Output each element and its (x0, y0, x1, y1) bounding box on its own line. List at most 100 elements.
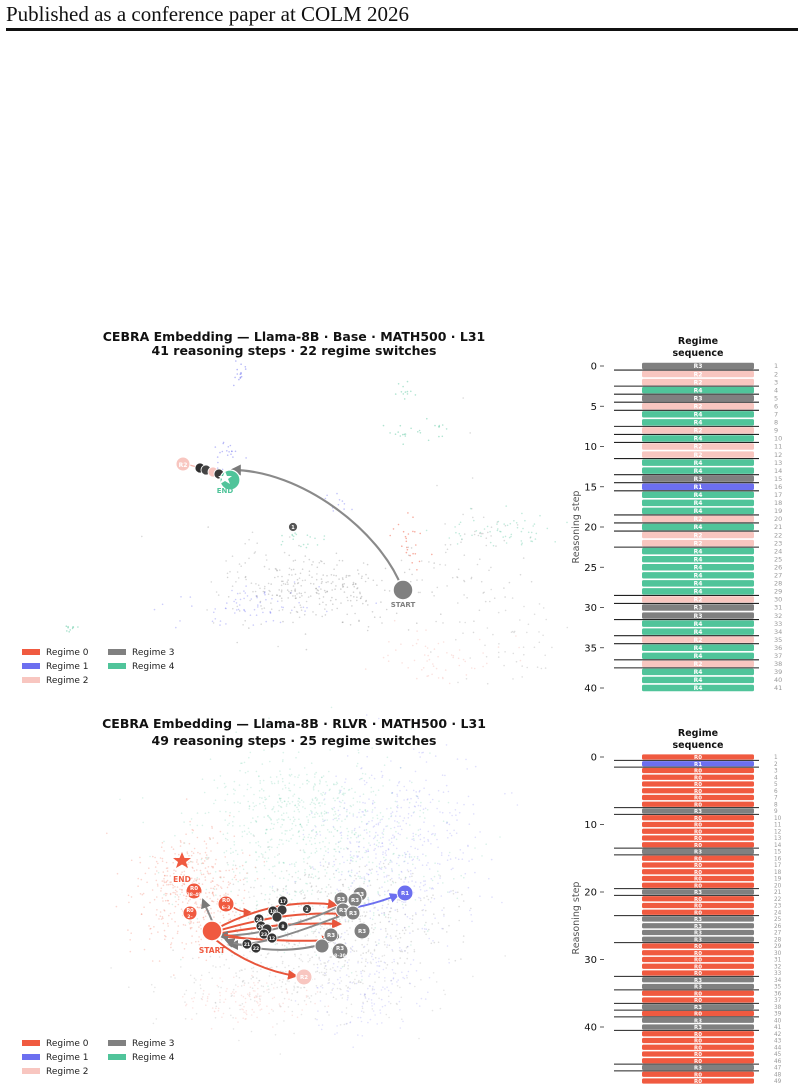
sequence-bar-label: R4 (694, 581, 703, 588)
embedding-point (264, 805, 266, 807)
embedding-point (327, 1005, 330, 1007)
embedding-point (457, 858, 460, 861)
embedding-point (413, 811, 416, 813)
embedding-point (233, 793, 235, 795)
embedding-point (353, 855, 355, 857)
embedding-point (270, 904, 273, 906)
embedding-point (160, 918, 163, 920)
embedding-point (157, 862, 159, 865)
sequence-bar (642, 923, 754, 929)
embedding-point (128, 986, 130, 988)
embedding-point (258, 997, 261, 1000)
embedding-point (324, 793, 326, 795)
embedding-point (448, 682, 451, 685)
embedding-point (272, 619, 275, 622)
embedding-point (433, 595, 435, 597)
embedding-point (429, 901, 432, 903)
embedding-point (441, 424, 444, 426)
embedding-point (442, 882, 444, 884)
sequence-bar (642, 620, 754, 627)
embedding-point (207, 856, 210, 859)
embedding-point (216, 898, 219, 900)
embedding-point (441, 435, 444, 438)
embedding-point (386, 756, 389, 759)
embedding-point (281, 823, 284, 826)
embedding-point (163, 929, 166, 932)
embedding-point (412, 930, 414, 932)
embedding-point (482, 652, 484, 654)
embedding-point (309, 747, 311, 749)
embedding-point (303, 986, 305, 989)
step-number: 9 (774, 427, 778, 435)
embedding-point (243, 1011, 245, 1013)
embedding-point (336, 829, 339, 832)
embedding-point (221, 953, 223, 955)
embedding-point (397, 431, 400, 433)
legend-label: Regime 3 (132, 1039, 175, 1049)
embedding-point (365, 828, 368, 831)
legend-swatch-regime1 (22, 1054, 40, 1060)
embedding-point (181, 888, 183, 891)
embedding-point (300, 953, 302, 956)
embedding-point (323, 854, 325, 857)
embedding-point (364, 902, 366, 904)
embedding-point (285, 988, 288, 991)
embedding-point (464, 621, 467, 624)
embedding-point (198, 926, 200, 928)
embedding-point (272, 806, 275, 808)
embedding-point (406, 390, 409, 393)
embedding-point (456, 758, 459, 760)
embedding-point (203, 918, 205, 921)
embedding-point (334, 828, 336, 830)
step-number: 43 (774, 1039, 782, 1045)
embedding-point (341, 993, 344, 996)
embedding-point (406, 380, 409, 383)
embedding-point (332, 818, 335, 821)
embedding-point (349, 947, 352, 949)
embedding-point (251, 974, 253, 977)
embedding-point (466, 768, 469, 770)
embedding-point (283, 800, 286, 803)
embedding-point (357, 751, 360, 754)
embedding-point (349, 841, 351, 843)
embedding-point (230, 890, 232, 893)
embedding-point (245, 1010, 248, 1012)
embedding-point (381, 955, 384, 957)
embedding-point (179, 893, 182, 896)
embedding-point (223, 782, 226, 785)
embedding-point (414, 805, 417, 808)
embedding-point (320, 582, 323, 585)
embedding-point (287, 978, 290, 980)
embedding-point (211, 825, 213, 828)
embedding-point (372, 914, 375, 917)
embedding-point (336, 978, 339, 981)
embedding-point (244, 861, 247, 864)
embedding-point (533, 646, 536, 649)
embedding-point (267, 846, 269, 849)
sequence-bar-label: R0 (694, 971, 702, 977)
embedding-point (166, 899, 169, 902)
embedding-point (256, 1016, 258, 1019)
embedding-point (264, 898, 266, 901)
embedding-point (332, 865, 334, 868)
node-sublabel: 6–3 (222, 905, 231, 911)
embedding-point (396, 800, 398, 803)
embedding-point (268, 991, 270, 994)
embedding-point (182, 956, 184, 959)
embedding-point (274, 745, 276, 748)
embedding-point (393, 960, 396, 963)
step-number: 14 (774, 843, 782, 849)
embedding-point (217, 986, 220, 988)
embedding-point (381, 912, 383, 915)
embedding-point (437, 862, 439, 865)
embedding-point (335, 817, 338, 819)
embedding-point (230, 852, 232, 854)
embedding-point (195, 940, 197, 943)
embedding-point (326, 819, 329, 821)
embedding-point (315, 614, 317, 616)
embedding-point (283, 997, 286, 1000)
step-number: 32 (774, 612, 782, 620)
embedding-point (545, 618, 547, 621)
embedding-point (264, 832, 267, 835)
embedding-point (478, 638, 481, 641)
